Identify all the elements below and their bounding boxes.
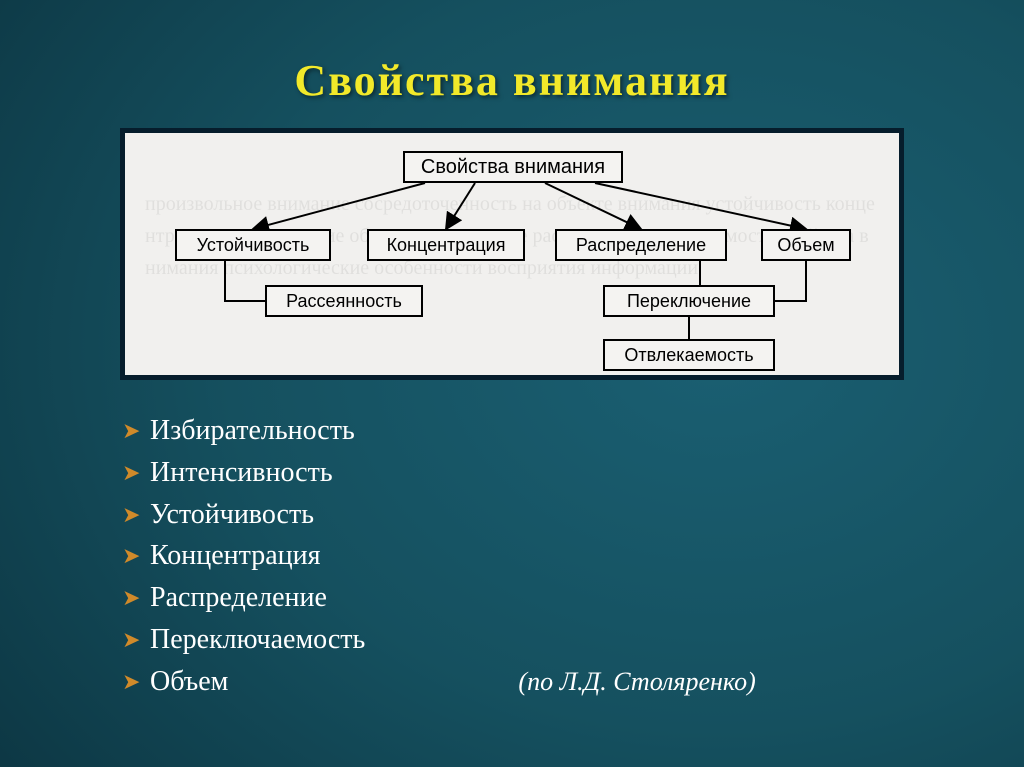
- node-konc: Концентрация: [367, 229, 525, 261]
- node-rass: Рассеянность: [265, 285, 423, 317]
- node-perek: Переключение: [603, 285, 775, 317]
- node-rasp: Распределение: [555, 229, 727, 261]
- node-ust: Устойчивость: [175, 229, 331, 261]
- slide-title: Свойства внимания: [0, 0, 1024, 106]
- bullet-item: Объем (по Л.Д. Столяренко): [122, 663, 1024, 701]
- bullet-item: Интенсивность: [122, 454, 1024, 492]
- bullet-item: Концентрация: [122, 537, 1024, 575]
- citation: (по Л.Д. Столяренко): [518, 667, 755, 696]
- bullet-list: Избирательность Интенсивность Устойчивость…: [122, 412, 1024, 701]
- diagram-frame: произвольное внимание сосредоточенность …: [120, 128, 904, 380]
- node-otvl: Отвлекаемость: [603, 339, 775, 371]
- node-root: Свойства внимания: [403, 151, 623, 183]
- bullet-text: Распределение: [150, 582, 327, 613]
- bullet-text: Концентрация: [150, 540, 321, 571]
- bullet-text: Интенсивность: [150, 457, 333, 488]
- bullet-item: Распределение: [122, 579, 1024, 617]
- node-obj: Объем: [761, 229, 851, 261]
- bullet-text: Объем: [150, 666, 228, 697]
- bullet-item: Переключаемость: [122, 621, 1024, 659]
- bullet-text: Избирательность: [150, 415, 355, 446]
- bullet-text: Устойчивость: [150, 499, 314, 530]
- title-text: Свойства внимания: [294, 56, 729, 105]
- bullet-item: Устойчивость: [122, 496, 1024, 534]
- bullet-item: Избирательность: [122, 412, 1024, 450]
- bullet-text: Переключаемость: [150, 624, 365, 655]
